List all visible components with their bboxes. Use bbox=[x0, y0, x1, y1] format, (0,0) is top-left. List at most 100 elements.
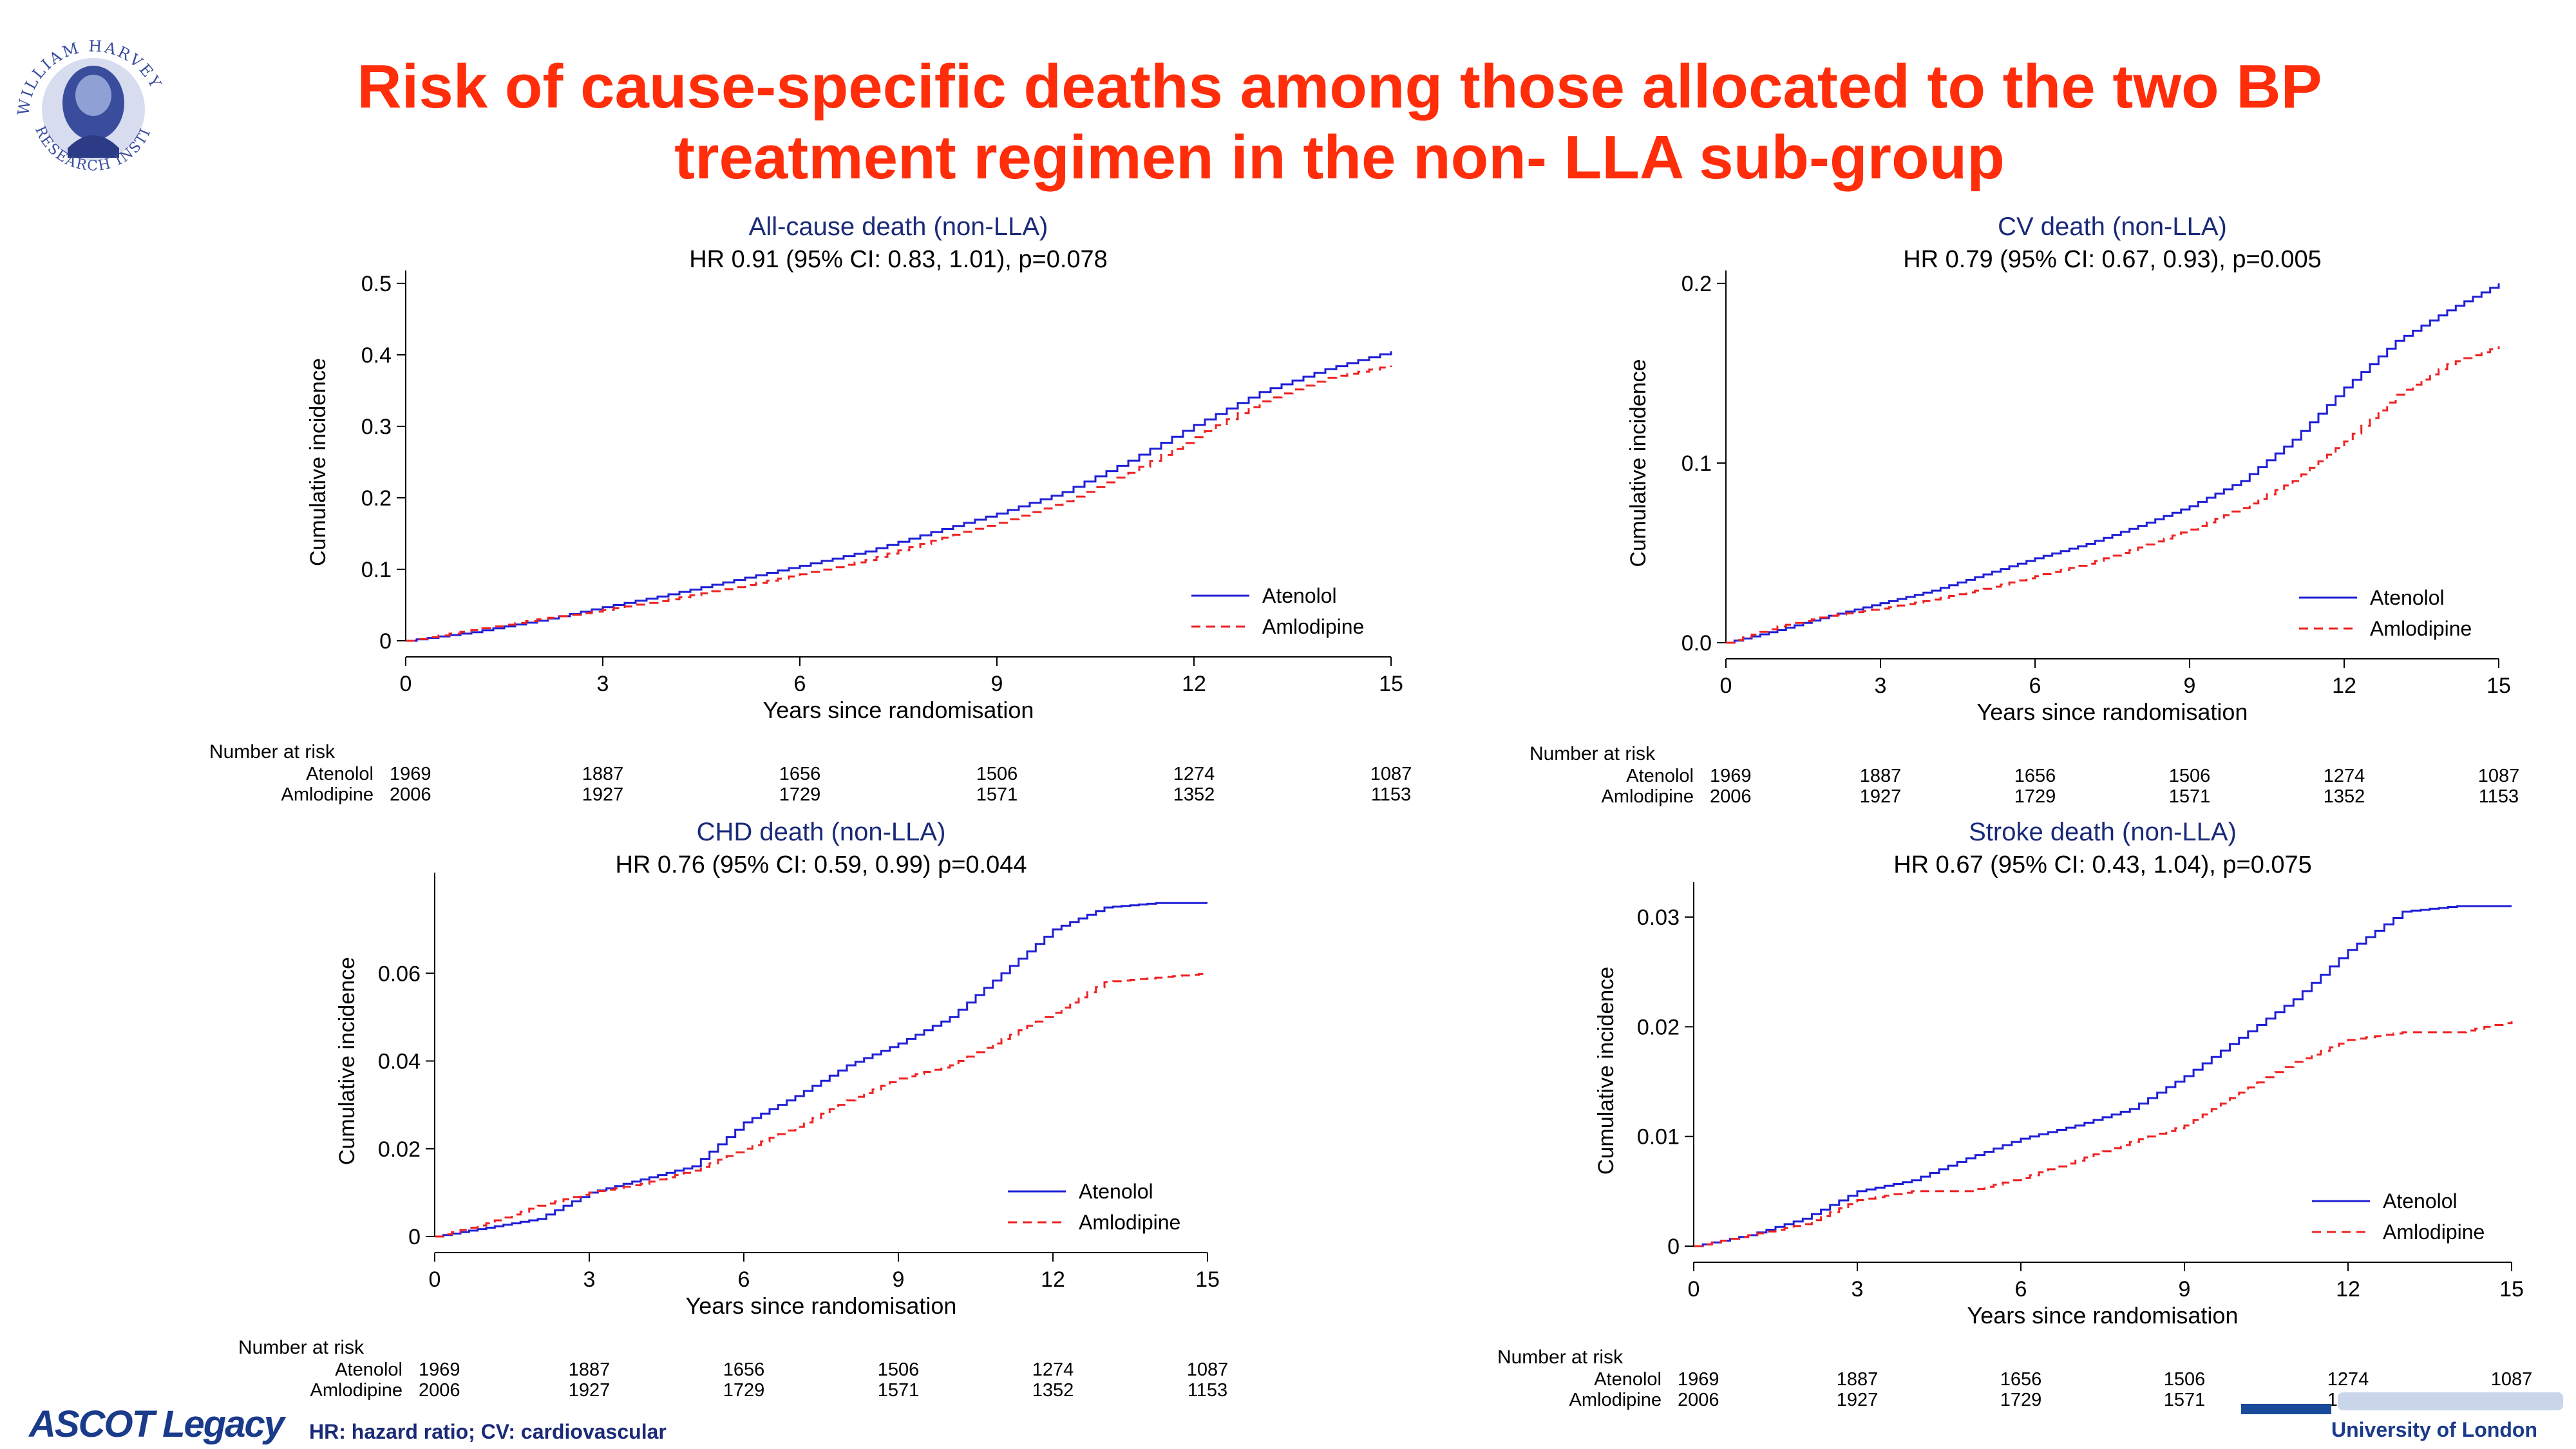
risk-value: 1506 bbox=[878, 1359, 920, 1380]
chart-title: CHD death (non-LLA) bbox=[697, 818, 946, 846]
legend-label-amlodipine: Amlodipine bbox=[1079, 1211, 1180, 1234]
x-tick-label: 0 bbox=[429, 1267, 441, 1292]
y-tick-label: 0.1 bbox=[1681, 451, 1712, 476]
risk-value: 1274 bbox=[2327, 1369, 2369, 1390]
y-tick-label: 0.3 bbox=[361, 415, 392, 439]
x-tick-label: 9 bbox=[2184, 674, 2196, 698]
series-line-atenolol bbox=[1694, 905, 2512, 1247]
risk-value: 1969 bbox=[419, 1359, 460, 1380]
logo-bar bbox=[2241, 1404, 2331, 1414]
risk-value: 1969 bbox=[1678, 1369, 1719, 1390]
risk-value: 2006 bbox=[1678, 1390, 1719, 1410]
chart-subtitle: HR 0.91 (95% CI: 0.83, 1.01), p=0.078 bbox=[689, 246, 1108, 273]
x-tick-label: 0 bbox=[1720, 674, 1732, 698]
x-tick-label: 3 bbox=[1875, 674, 1887, 698]
risk-value: 1506 bbox=[976, 764, 1018, 784]
chart-title: Stroke death (non-LLA) bbox=[1969, 818, 2237, 846]
y-tick-label: 0.03 bbox=[1637, 905, 1680, 930]
risk-value: 1927 bbox=[1860, 786, 1902, 807]
legend-label-amlodipine: Amlodipine bbox=[1262, 615, 1364, 638]
chart-subtitle: HR 0.67 (95% CI: 0.43, 1.04), p=0.075 bbox=[1893, 851, 2312, 878]
risk-row-label-amlodipine: Amlodipine bbox=[1569, 1390, 1662, 1410]
x-tick-label: 15 bbox=[2486, 674, 2511, 698]
risk-value: 1352 bbox=[1173, 784, 1215, 805]
y-tick-label: 0 bbox=[379, 629, 392, 654]
risk-value: 1571 bbox=[878, 1380, 920, 1401]
series-line-atenolol bbox=[406, 351, 1392, 642]
y-tick-label: 0 bbox=[408, 1225, 421, 1249]
risk-value: 1887 bbox=[582, 764, 624, 784]
risk-value: 1087 bbox=[1370, 764, 1412, 784]
y-tick-label: 0.02 bbox=[378, 1137, 421, 1162]
y-axis-label: Cumulative incidence bbox=[1626, 359, 1651, 567]
logo-bar-faded bbox=[2338, 1392, 2563, 1410]
risk-value: 1571 bbox=[2169, 786, 2211, 807]
risk-value: 1153 bbox=[1371, 784, 1411, 805]
x-tick-label: 6 bbox=[2029, 674, 2041, 698]
university-name: University of London bbox=[2331, 1418, 2537, 1441]
x-tick-label: 0 bbox=[400, 672, 412, 696]
risk-value: 2006 bbox=[390, 784, 431, 805]
risk-value: 1352 bbox=[1032, 1380, 1074, 1401]
panel-cv-death: CV death (non-LLA) HR 0.79 (95% CI: 0.67,… bbox=[1327, 206, 2550, 818]
risk-value: 1571 bbox=[976, 784, 1018, 805]
footnote: HR: hazard ratio; CV: cardiovascular bbox=[309, 1420, 667, 1443]
risk-value: 1656 bbox=[723, 1359, 765, 1380]
y-tick-label: 0 bbox=[1667, 1235, 1680, 1259]
risk-value: 1927 bbox=[1837, 1390, 1879, 1410]
risk-value: 1887 bbox=[1837, 1369, 1879, 1390]
y-tick-label: 0.2 bbox=[361, 486, 392, 511]
y-tick-label: 0.2 bbox=[1681, 272, 1712, 296]
series-line-amlodipine bbox=[406, 365, 1392, 642]
ascot-legacy-logo: ASCOT Legacy bbox=[29, 1403, 285, 1445]
legend-label-amlodipine: Amlodipine bbox=[2370, 617, 2472, 640]
risk-value: 1656 bbox=[779, 764, 821, 784]
series-line-atenolol bbox=[1726, 283, 2500, 644]
risk-value: 1729 bbox=[2000, 1390, 2042, 1410]
william-harvey-logo: WILLIAM HARVEY RESEARCH INSTITUTE bbox=[0, 7, 180, 187]
risk-table-label: Number at risk bbox=[1530, 743, 1656, 764]
risk-row-label-amlodipine: Amlodipine bbox=[281, 784, 374, 805]
y-tick-label: 0.02 bbox=[1637, 1015, 1680, 1039]
y-tick-label: 0.04 bbox=[378, 1050, 421, 1074]
chart-title: CV death (non-LLA) bbox=[1998, 213, 2227, 241]
y-tick-label: 0.5 bbox=[361, 272, 392, 296]
risk-value: 1729 bbox=[723, 1380, 765, 1401]
risk-value: 1153 bbox=[2479, 786, 2519, 807]
risk-value: 1729 bbox=[779, 784, 821, 805]
x-tick-label: 12 bbox=[1041, 1267, 1065, 1292]
x-tick-label: 3 bbox=[1852, 1277, 1864, 1302]
chart-cv-death: CV death (non-LLA) HR 0.79 (95% CI: 0.67,… bbox=[1530, 213, 2520, 807]
x-tick-label: 3 bbox=[583, 1267, 596, 1292]
x-tick-label: 12 bbox=[1182, 672, 1206, 696]
risk-row-label-amlodipine: Amlodipine bbox=[1602, 786, 1694, 807]
risk-value: 1927 bbox=[582, 784, 624, 805]
x-tick-label: 12 bbox=[2332, 674, 2356, 698]
y-tick-label: 0.0 bbox=[1681, 631, 1712, 656]
x-axis-label: Years since randomisation bbox=[1967, 1302, 2239, 1329]
risk-value: 1571 bbox=[2164, 1390, 2206, 1410]
legend-label-atenolol: Atenolol bbox=[1079, 1180, 1153, 1203]
y-tick-label: 0.01 bbox=[1637, 1125, 1680, 1150]
series-line-atenolol bbox=[435, 902, 1208, 1238]
chart-title: All-cause death (non-LLA) bbox=[749, 213, 1048, 241]
y-tick-label: 0.4 bbox=[361, 343, 392, 368]
x-tick-label: 9 bbox=[991, 672, 1003, 696]
risk-value: 1729 bbox=[2014, 786, 2056, 807]
risk-row-label-atenolol: Atenolol bbox=[1626, 766, 1694, 786]
x-axis-label: Years since randomisation bbox=[763, 697, 1034, 723]
risk-value: 2006 bbox=[419, 1380, 460, 1401]
risk-value: 1969 bbox=[1710, 766, 1752, 786]
chart-stroke-death: Stroke death (non-LLA) HR 0.67 (95% CI: 0… bbox=[1497, 818, 2532, 1410]
x-tick-label: 9 bbox=[2179, 1277, 2191, 1302]
risk-value: 1887 bbox=[569, 1359, 611, 1380]
qmul-logo: University of London bbox=[2241, 1385, 2576, 1449]
risk-value: 1927 bbox=[569, 1380, 611, 1401]
legend-label-amlodipine: Amlodipine bbox=[2383, 1220, 2485, 1244]
risk-value: 1087 bbox=[2478, 766, 2520, 786]
legend-label-atenolol: Atenolol bbox=[2370, 586, 2445, 609]
risk-table-label: Number at risk bbox=[209, 741, 336, 762]
x-tick-label: 6 bbox=[794, 672, 806, 696]
risk-value: 1274 bbox=[1173, 764, 1215, 784]
chart-subtitle: HR 0.79 (95% CI: 0.67, 0.93), p=0.005 bbox=[1903, 246, 2322, 273]
